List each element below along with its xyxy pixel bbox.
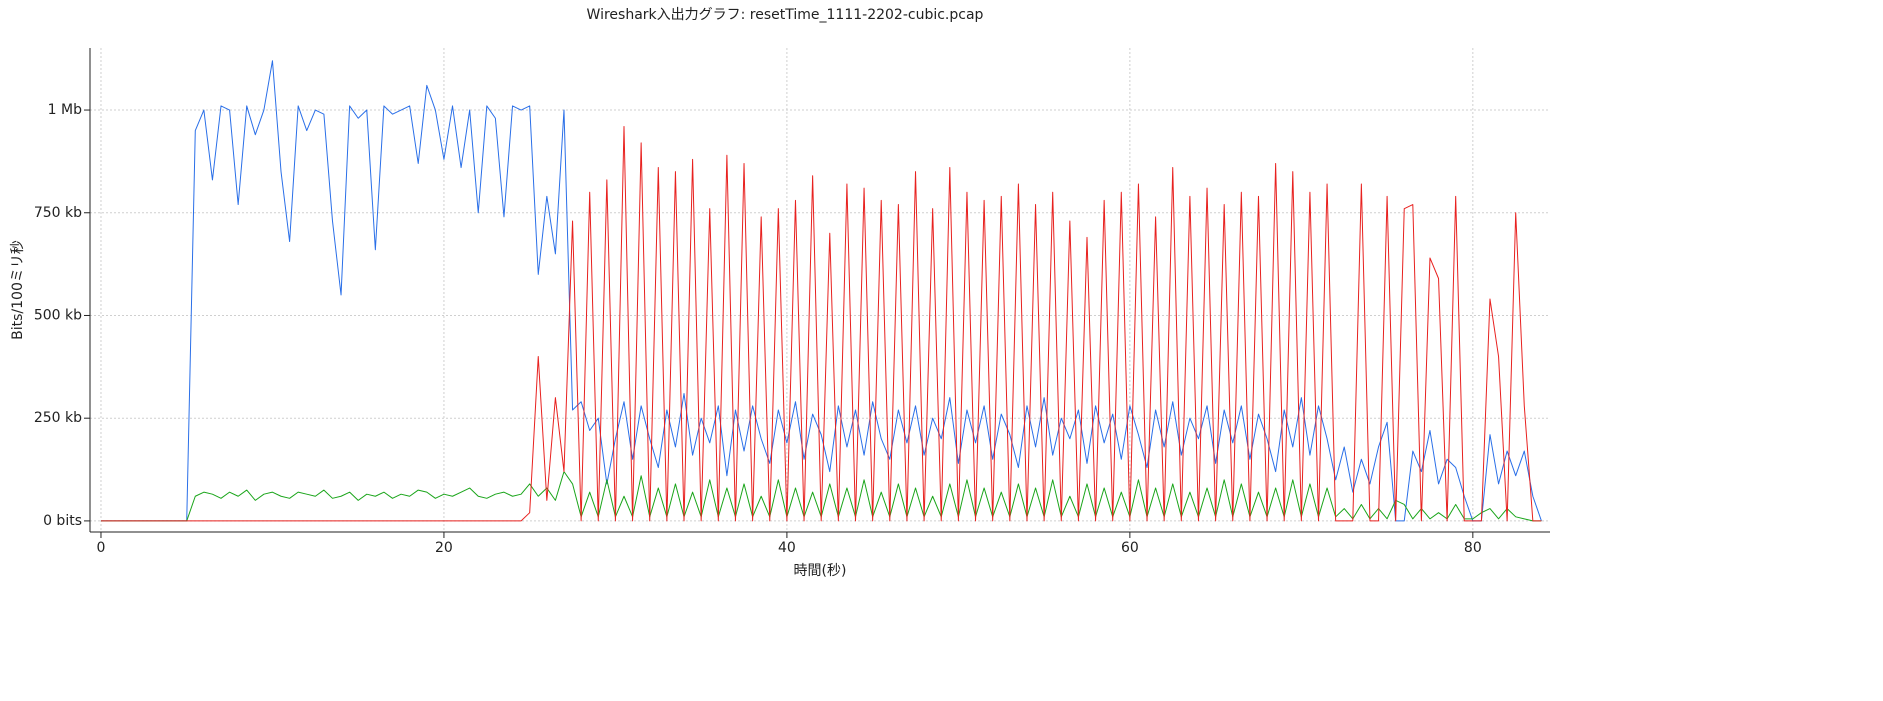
x-tick-label: 60 [1121,540,1139,556]
y-tick-label: 500 kb [34,307,82,323]
chart-title: Wireshark入出力グラフ: resetTime_1111-2202-cub… [587,7,984,23]
y-tick-label: 1 Mb [48,102,82,118]
plot-lines [100,60,1542,522]
series-line [100,60,1542,522]
x-tick-label: 20 [435,540,453,556]
series-line [100,125,1542,522]
x-axis-label: 時間(秒) [794,563,847,579]
y-tick-label: 750 kb [34,205,82,221]
y-tick-label: 250 kb [34,410,82,426]
x-tick-label: 80 [1464,540,1482,556]
x-tick-label: 0 [97,540,106,556]
y-tick-label: 0 bits [43,513,82,529]
x-tick-label: 40 [778,540,796,556]
y-axis-label: Bits/100ミリ秒 [10,240,26,340]
